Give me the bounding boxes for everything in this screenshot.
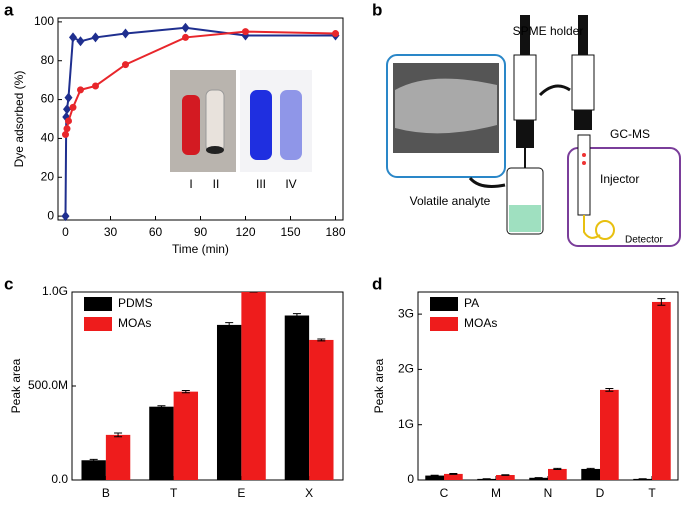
x-tick-label: 180 <box>325 225 345 239</box>
point <box>65 93 73 103</box>
y-tick-label: 60 <box>41 92 55 106</box>
x-tick-label: D <box>596 486 605 500</box>
x-tick-label: 150 <box>280 225 300 239</box>
x-tick-label: T <box>170 486 178 500</box>
legend-label: MOAs <box>464 316 497 330</box>
point <box>65 117 72 124</box>
point <box>122 61 129 68</box>
diagram-label: SPME holder <box>513 24 584 38</box>
bar <box>285 316 309 481</box>
x-tick-label: N <box>544 486 553 500</box>
point <box>69 32 77 42</box>
point <box>77 86 84 93</box>
inset-photos <box>170 70 312 172</box>
y-tick-label: 100 <box>34 14 54 28</box>
bar <box>241 292 265 480</box>
bar <box>149 407 173 480</box>
x-tick-label: 0 <box>62 225 69 239</box>
x-tick-label: T <box>648 486 656 500</box>
diagram-label: MOAs-coated fiber <box>404 163 488 174</box>
point <box>182 34 189 41</box>
bar <box>309 340 333 480</box>
point <box>62 131 69 138</box>
inset-label: I <box>189 177 192 191</box>
legend-swatch <box>430 317 458 331</box>
legend-swatch <box>430 297 458 311</box>
y-tick-label: 2G <box>398 362 414 376</box>
y-tick-label: 20 <box>41 169 55 183</box>
x-tick-label: 120 <box>235 225 255 239</box>
legend-label: PDMS <box>118 296 153 310</box>
y-tick-label: 500.0M <box>28 378 68 392</box>
y-tick-label: 40 <box>41 131 55 145</box>
diagram: SPME holder MOAs-coated fiber Volatile a… <box>387 15 680 246</box>
bar <box>174 392 198 480</box>
panel-label: d <box>372 274 382 293</box>
y-tick-label: 80 <box>41 53 55 67</box>
point <box>64 125 71 132</box>
y-axis-label: Peak area <box>9 358 23 413</box>
y-tick-label: 1G <box>398 417 414 431</box>
error-bar <box>431 475 439 476</box>
y-axis-label: Peak area <box>372 358 386 413</box>
point <box>63 104 71 114</box>
x-tick-label: X <box>305 486 313 500</box>
bar <box>81 460 105 480</box>
diagram-label: Volatile analyte <box>410 194 491 208</box>
x-axis-label: Time (min) <box>172 242 229 256</box>
diagram-label: GC-MS <box>610 127 650 141</box>
legend-swatch <box>84 317 112 331</box>
y-axis-label: Dye adsorbed (%) <box>12 71 26 168</box>
panel-label: b <box>372 0 382 19</box>
x-tick-label: 60 <box>149 225 163 239</box>
x-tick-label: C <box>440 486 449 500</box>
y-tick-label: 1.0G <box>42 284 68 298</box>
inset-label: III <box>256 177 266 191</box>
y-tick-label: 3G <box>398 306 414 320</box>
point <box>77 36 85 46</box>
bar <box>548 469 567 480</box>
x-tick-label: 90 <box>194 225 208 239</box>
point <box>70 104 77 111</box>
y-tick-label: 0.0 <box>51 472 68 486</box>
panel-label: a <box>4 0 14 19</box>
y-tick-label: 0 <box>47 208 54 222</box>
point <box>92 32 100 42</box>
panel-label: c <box>4 274 13 293</box>
point <box>122 29 130 39</box>
y-tick-label: 0 <box>407 472 414 486</box>
bar <box>652 302 671 480</box>
diagram-label: Injector <box>600 172 639 186</box>
bar <box>581 469 600 480</box>
point <box>332 30 339 37</box>
legend-label: PA <box>464 296 479 310</box>
x-tick-label: M <box>491 486 501 500</box>
point <box>182 23 190 33</box>
point <box>92 82 99 89</box>
bar <box>217 325 241 480</box>
x-tick-label: B <box>102 486 110 500</box>
bar <box>600 390 619 480</box>
inset-label: IV <box>285 177 296 191</box>
legend-label: MOAs <box>118 316 151 330</box>
x-tick-label: E <box>237 486 245 500</box>
legend-swatch <box>84 297 112 311</box>
point <box>242 28 249 35</box>
inset-label: II <box>213 177 220 191</box>
diagram-label: Detector <box>625 235 663 246</box>
x-tick-label: 30 <box>104 225 118 239</box>
error-bar <box>501 475 509 476</box>
bar <box>106 435 130 480</box>
error-bar <box>449 473 457 474</box>
